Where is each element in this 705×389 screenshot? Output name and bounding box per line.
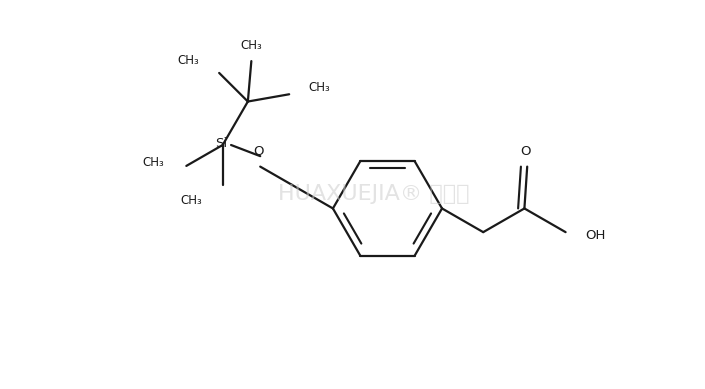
Text: O: O — [520, 145, 531, 158]
Text: CH₃: CH₃ — [240, 39, 262, 52]
Text: OH: OH — [585, 229, 606, 242]
Text: HUAXUEJIA® 化学加: HUAXUEJIA® 化学加 — [278, 184, 470, 205]
Text: CH₃: CH₃ — [142, 156, 164, 169]
Text: Si: Si — [215, 137, 227, 150]
Text: CH₃: CH₃ — [178, 54, 200, 67]
Text: CH₃: CH₃ — [180, 194, 202, 207]
Text: O: O — [253, 145, 264, 158]
Text: CH₃: CH₃ — [309, 81, 331, 94]
